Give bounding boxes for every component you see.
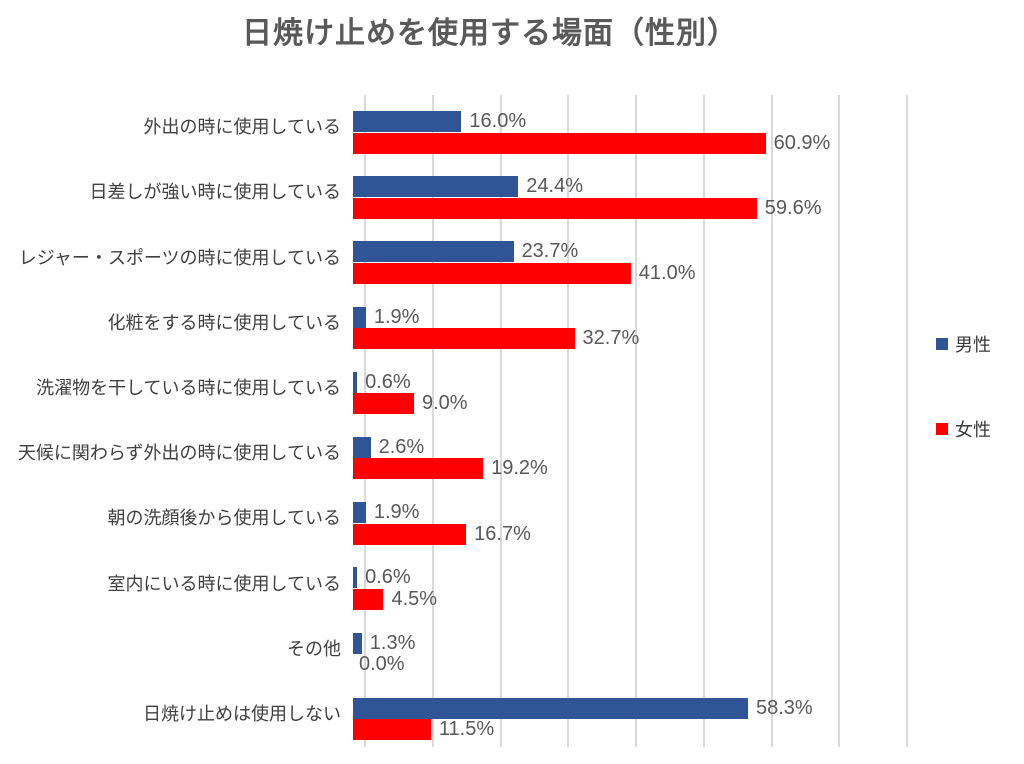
- gridline: [770, 95, 773, 747]
- male-bar-value-label: 1.9%: [373, 501, 420, 524]
- bar-group-row: 化粧をする時に使用している 1.9% 32.7%: [0, 291, 1024, 356]
- female-bar-value-label: 60.9%: [773, 131, 831, 154]
- bars-area: 0.6% 4.5%: [353, 551, 1024, 616]
- bars-area: 1.9% 16.7%: [353, 486, 1024, 551]
- male-bar-value-label: 23.7%: [521, 240, 579, 263]
- female-bar-value-label: 32.7%: [582, 327, 640, 350]
- category-label: 日焼け止めは使用しない: [143, 703, 341, 724]
- bar-group-row: 天候に関わらず外出の時に使用している 2.6% 19.2%: [0, 421, 1024, 486]
- male-bar-value-label: 1.9%: [373, 305, 420, 328]
- female-bar-value-label: 59.6%: [764, 196, 822, 219]
- bars-area: 2.6% 19.2%: [353, 421, 1024, 486]
- female-bar: [353, 588, 384, 610]
- male-bar: [353, 697, 748, 719]
- female-bar-value-label: 41.0%: [638, 261, 696, 284]
- category-label: 日差しが強い時に使用している: [89, 182, 341, 203]
- female-bar: [353, 132, 766, 154]
- category-label: 朝の洗顔後から使用している: [107, 508, 341, 529]
- chart-title: 日焼け止めを使用する場面（性別）: [242, 17, 738, 50]
- bars-area: 24.4% 59.6%: [353, 160, 1024, 225]
- category-label: 室内にいる時に使用している: [107, 573, 341, 594]
- female-bar: [353, 719, 431, 741]
- male-bar-value-label: 16.0%: [469, 110, 527, 132]
- gridline: [702, 95, 705, 747]
- category-label: 天候に関わらず外出の時に使用している: [17, 443, 341, 464]
- gridline: [431, 95, 434, 747]
- male-bar: [353, 306, 366, 328]
- male-bar-value-label: 1.3%: [369, 631, 416, 654]
- female-bar: [353, 328, 575, 350]
- female-bar-value-label: 19.2%: [491, 457, 548, 480]
- male-bar-value-label: 58.3%: [755, 696, 813, 719]
- female-bar-value-label: 11.5%: [438, 718, 495, 741]
- female-bar-value-label: 16.7%: [474, 522, 531, 545]
- gridline: [906, 95, 908, 747]
- male-bar: [353, 241, 514, 263]
- male-bar-value-label: 2.6%: [378, 435, 425, 458]
- bar-group-row: 室内にいる時に使用している 0.6% 4.5%: [0, 551, 1024, 616]
- bar-group-row: 日焼け止めは使用しない 58.3% 11.5%: [0, 682, 1024, 747]
- male-bar-value-label: 24.4%: [526, 175, 584, 198]
- female-bar: [353, 262, 631, 284]
- category-axis-line: [364, 95, 366, 747]
- bars-area: 1.3% 0.0%: [353, 617, 1024, 682]
- male-bar: [353, 502, 366, 524]
- bars-area: 0.6% 9.0%: [353, 356, 1024, 421]
- gridline: [567, 95, 570, 747]
- male-bar-value-label: 0.6%: [365, 566, 411, 589]
- legend-label-female: 女性: [955, 420, 991, 440]
- female-bar-value-label: 0.0%: [359, 653, 405, 675]
- category-label: 外出の時に使用している: [143, 117, 341, 138]
- gridline: [838, 95, 841, 747]
- female-bar: [353, 197, 757, 219]
- bars-area: 16.0% 60.9%: [353, 95, 1024, 160]
- legend-item-female: 女性: [936, 416, 991, 442]
- bars-area: 58.3% 11.5%: [353, 682, 1024, 747]
- male-bar: [353, 176, 519, 198]
- male-bar: [353, 567, 358, 589]
- female-bar: [353, 458, 484, 480]
- female-bar: [353, 393, 414, 415]
- male-bar: [353, 371, 358, 393]
- male-bar: [353, 111, 462, 132]
- category-label: 化粧をする時に使用している: [107, 312, 341, 333]
- bar-group-row: 朝の洗顔後から使用している 1.9% 16.7%: [0, 486, 1024, 551]
- female-bar-value-label: 9.0%: [421, 392, 468, 415]
- bar-group-row: レジャー・スポーツの時に使用している 23.7% 41.0%: [0, 225, 1024, 290]
- category-label: レジャー・スポーツの時に使用している: [18, 247, 341, 268]
- male-bar: [353, 436, 371, 458]
- category-label: その他: [287, 638, 341, 659]
- bar-rows-layer: 外出の時に使用している 16.0% 60.9% 日差しが強い時に使用している 24.4%…: [0, 95, 1024, 747]
- male-bar: [353, 632, 362, 654]
- legend-item-male: 男性: [936, 331, 991, 357]
- bar-group-row: その他 1.3% 0.0%: [0, 617, 1024, 682]
- male-bar-value-label: 0.6%: [365, 370, 411, 393]
- bar-group-row: 洗濯物を干している時に使用している 0.6% 9.0%: [0, 356, 1024, 421]
- gridlines-layer: [364, 95, 908, 747]
- legend-label-male: 男性: [955, 335, 991, 355]
- male-series-swatch-icon: [936, 338, 948, 350]
- bar-group-row: 外出の時に使用している 16.0% 60.9%: [0, 95, 1024, 160]
- bars-area: 23.7% 41.0%: [353, 225, 1024, 290]
- female-bar-value-label: 4.5%: [391, 587, 438, 610]
- female-series-swatch-icon: [936, 423, 948, 435]
- category-label: 洗濯物を干している時に使用している: [36, 378, 341, 398]
- gridline: [499, 95, 502, 747]
- gridline: [635, 95, 637, 747]
- bar-group-row: 日差しが強い時に使用している 24.4% 59.6%: [0, 160, 1024, 225]
- female-bar: [353, 523, 467, 545]
- bars-area: 1.9% 32.7%: [353, 291, 1024, 356]
